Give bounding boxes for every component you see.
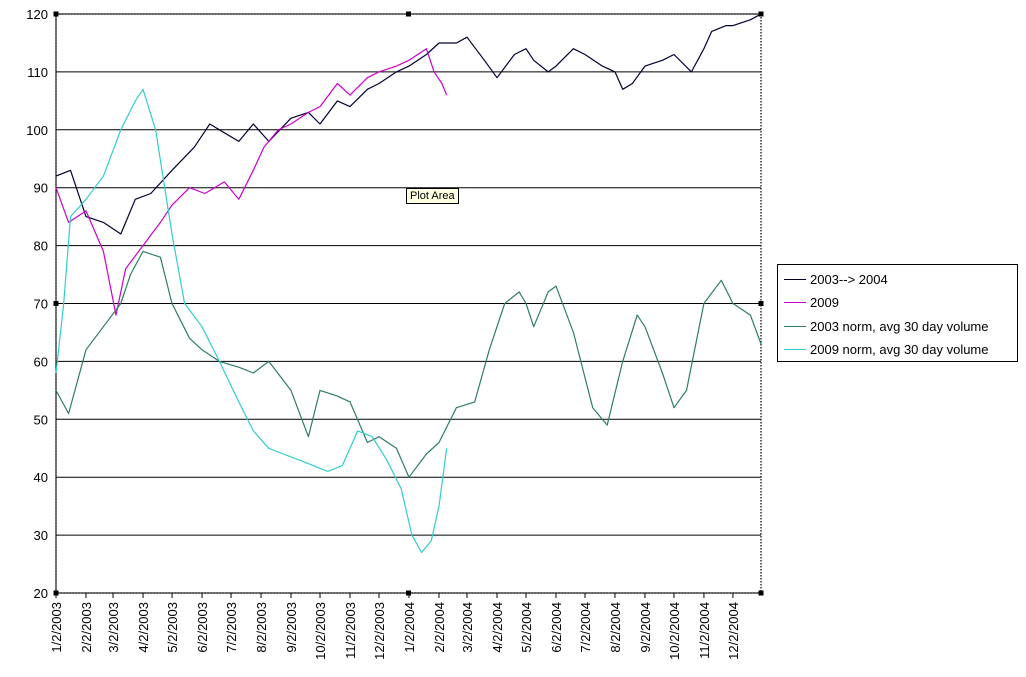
- legend-swatch-series-4: [784, 348, 806, 350]
- y-tick-label: 90: [34, 181, 48, 196]
- series-line-3: [55, 250, 762, 478]
- axes: [55, 13, 762, 598]
- y-tick-label: 70: [34, 297, 48, 312]
- selection-handle[interactable]: [53, 11, 59, 17]
- legend-item-series-1: 2003--> 2004: [784, 270, 888, 288]
- x-tick-label: 5/2/2003: [165, 602, 180, 653]
- x-tick-label: 6/2/2004: [549, 602, 564, 653]
- x-tick-label: 4/2/2003: [136, 602, 151, 653]
- selection-handle[interactable]: [53, 590, 59, 596]
- legend-item-series-3: 2003 norm, avg 30 day volume: [784, 317, 989, 335]
- x-tick-label: 6/2/2003: [195, 602, 210, 653]
- selection-handle[interactable]: [53, 301, 59, 306]
- plot-area-tooltip: Plot Area: [406, 188, 459, 204]
- legend-swatch-series-2: [784, 301, 806, 303]
- y-tick-label: 100: [26, 123, 48, 138]
- gridlines: [56, 13, 761, 594]
- legend-label-series-2: 2009: [810, 294, 839, 310]
- selection-handle[interactable]: [758, 590, 764, 596]
- x-tick-labels: 1/2/2003 2/2/2003 3/2/2003 4/2/2003 5/2/2003…: [49, 602, 741, 660]
- x-tick-label: 2/2/2003: [79, 602, 94, 653]
- legend-label-series-1: 2003--> 2004: [810, 271, 888, 287]
- x-tick-label: 10/2/2003: [313, 602, 328, 660]
- y-tick-label: 120: [26, 7, 48, 22]
- x-tick-label: 3/2/2003: [106, 602, 121, 653]
- series-lines: [55, 13, 762, 554]
- selection-handle[interactable]: [758, 301, 764, 306]
- x-tick-label: 7/2/2004: [578, 602, 593, 653]
- selection-handle[interactable]: [406, 590, 411, 596]
- x-tick-label: 7/2/2003: [224, 602, 239, 653]
- x-tick-label: 8/2/2003: [254, 602, 269, 653]
- x-tick-label: 11/2/2003: [343, 602, 358, 659]
- selection-handle[interactable]: [758, 11, 764, 17]
- legend-swatch-series-3: [784, 325, 806, 327]
- series-line-4: [55, 88, 448, 554]
- y-tick-label: 110: [27, 65, 48, 80]
- series-line-2: [55, 48, 448, 316]
- selection-handle[interactable]: [406, 11, 411, 17]
- x-tick-label: 3/2/2004: [460, 602, 475, 653]
- legend-item-series-2: 2009: [784, 293, 839, 311]
- x-tick-label: 5/2/2004: [519, 602, 534, 653]
- y-tick-label: 60: [34, 354, 48, 369]
- x-tick-label: 2/2/2004: [432, 602, 447, 653]
- x-tick-label: 1/2/2004: [402, 602, 417, 653]
- x-tick-label: 1/2/2003: [49, 602, 64, 653]
- x-tick-label: 9/2/2004: [638, 602, 653, 653]
- plot-area-handles: [53, 11, 764, 596]
- x-tick-label: 4/2/2004: [490, 602, 505, 653]
- x-tick-label: 12/2/2003: [372, 602, 387, 660]
- y-tick-label: 50: [34, 412, 48, 427]
- legend-item-series-4: 2009 norm, avg 30 day volume: [784, 340, 989, 358]
- y-tick-label: 80: [34, 239, 48, 254]
- series-line-1: [55, 13, 762, 235]
- y-tick-label: 30: [34, 528, 48, 543]
- y-tick-label: 20: [34, 586, 48, 601]
- legend-label-series-3: 2003 norm, avg 30 day volume: [810, 318, 989, 334]
- legend-swatch-series-1: [784, 278, 806, 280]
- y-tick-labels: 20 30 40 50 60 70 80 90 100 110 120: [26, 7, 48, 601]
- x-tick-label: 8/2/2004: [608, 602, 623, 653]
- legend-label-series-4: 2009 norm, avg 30 day volume: [810, 341, 989, 357]
- x-tick-label: 11/2/2004: [697, 602, 712, 659]
- x-tick-label: 9/2/2003: [284, 602, 299, 653]
- y-tick-label: 40: [34, 470, 48, 485]
- x-tick-label: 10/2/2004: [667, 602, 682, 660]
- x-tick-label: 12/2/2004: [726, 602, 741, 660]
- legend[interactable]: 2003--> 2004 2009 2003 norm, avg 30 day …: [777, 264, 1018, 362]
